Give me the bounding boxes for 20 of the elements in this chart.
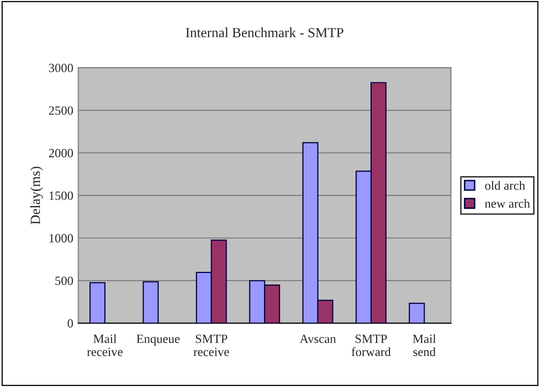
legend-label: new arch <box>484 199 530 208</box>
chart-title: Internal Benchmark - SMTP <box>186 28 344 38</box>
bar <box>89 282 106 324</box>
x-tick-label: Mail send <box>412 334 436 356</box>
y-tick-label: 0 <box>68 319 73 328</box>
y-tick-label: 500 <box>55 276 73 286</box>
x-tick-label: SMTP forward <box>352 334 391 356</box>
y-tick-label: 2000 <box>48 148 73 158</box>
bar <box>408 302 425 324</box>
x-tick-label: Mail receive <box>87 334 123 356</box>
x-tick-label: Avscan <box>300 334 336 344</box>
bar <box>142 281 159 324</box>
y-axis-title: Delay(ms) <box>30 166 43 224</box>
y-tick-label: 2500 <box>48 106 73 115</box>
y-tick-label: 3000 <box>49 64 73 72</box>
legend-label: old arch <box>485 180 526 190</box>
y-tick-label: 1500 <box>50 191 73 200</box>
x-tick-label: SMTP receive <box>194 334 229 356</box>
x-tick-label: Enqueue <box>136 334 180 346</box>
y-tick-label: 1000 <box>50 234 73 242</box>
